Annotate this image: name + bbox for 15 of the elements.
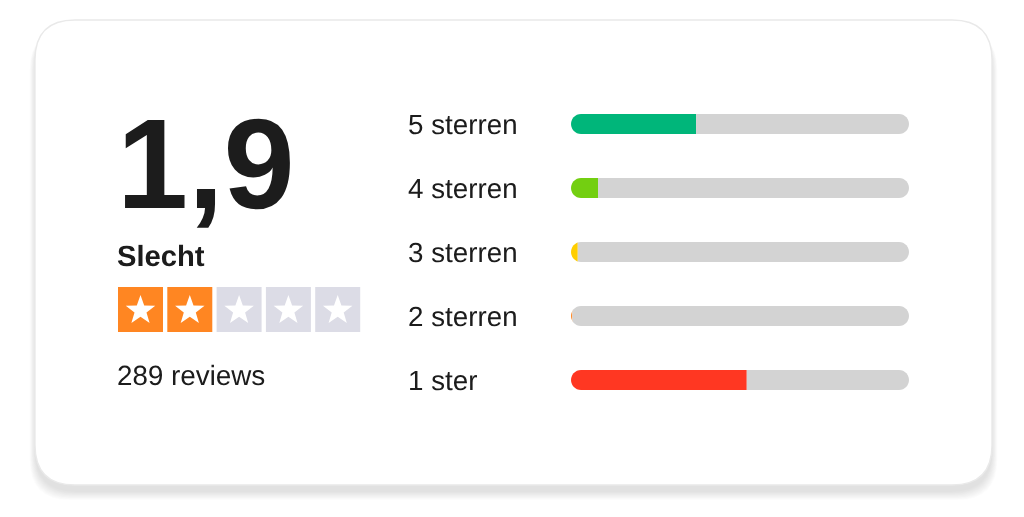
text: Slecht (117, 244, 205, 267)
bar (598, 178, 909, 198)
bar (571, 370, 747, 390)
bar (696, 114, 909, 134)
y-tick-label: 4 sterren (408, 178, 516, 199)
y-tick-label: 5 sterren (409, 114, 516, 135)
bar (577, 242, 909, 262)
y-tick-label: 1 ster (410, 370, 478, 391)
y-tick-label: 2 sterren (409, 306, 516, 327)
text: 1,9 (125, 118, 290, 228)
bar (746, 370, 909, 390)
bar (571, 114, 697, 134)
y-tick-label: 3 sterren (409, 242, 516, 263)
text: 289 reviews (118, 364, 265, 386)
bar (572, 306, 909, 326)
